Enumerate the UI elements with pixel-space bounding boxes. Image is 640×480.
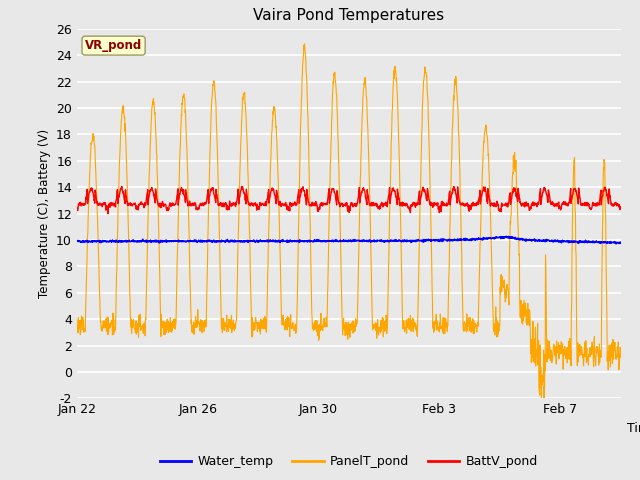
Y-axis label: Temperature (C), Battery (V): Temperature (C), Battery (V) (38, 129, 51, 298)
X-axis label: Time: Time (627, 422, 640, 435)
Legend: Water_temp, PanelT_pond, BattV_pond: Water_temp, PanelT_pond, BattV_pond (155, 450, 543, 473)
Text: VR_pond: VR_pond (85, 39, 142, 52)
Title: Vaira Pond Temperatures: Vaira Pond Temperatures (253, 9, 444, 24)
